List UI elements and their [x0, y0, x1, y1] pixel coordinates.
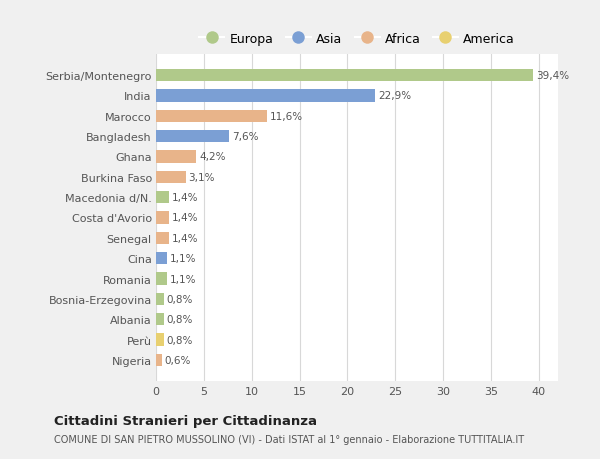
Text: 11,6%: 11,6% — [270, 112, 303, 122]
Bar — [156, 252, 167, 265]
Legend: Europa, Asia, Africa, America: Europa, Asia, Africa, America — [199, 33, 515, 45]
Bar — [156, 212, 169, 224]
Bar — [156, 313, 164, 325]
Bar — [156, 273, 167, 285]
Text: 7,6%: 7,6% — [232, 132, 258, 142]
Bar — [156, 232, 169, 244]
Text: 1,1%: 1,1% — [169, 254, 196, 263]
Text: 0,6%: 0,6% — [164, 355, 191, 365]
Text: 22,9%: 22,9% — [378, 91, 411, 101]
Bar — [156, 111, 267, 123]
Text: 39,4%: 39,4% — [536, 71, 569, 81]
Bar — [156, 192, 169, 204]
Text: 0,8%: 0,8% — [167, 294, 193, 304]
Text: 0,8%: 0,8% — [167, 314, 193, 325]
Bar — [156, 334, 164, 346]
Text: Cittadini Stranieri per Cittadinanza: Cittadini Stranieri per Cittadinanza — [54, 414, 317, 428]
Bar — [156, 70, 533, 82]
Text: 1,1%: 1,1% — [169, 274, 196, 284]
Text: 1,4%: 1,4% — [172, 233, 199, 243]
Text: 4,2%: 4,2% — [199, 152, 226, 162]
Text: COMUNE DI SAN PIETRO MUSSOLINO (VI) - Dati ISTAT al 1° gennaio - Elaborazione TU: COMUNE DI SAN PIETRO MUSSOLINO (VI) - Da… — [54, 434, 524, 443]
Bar — [156, 151, 196, 163]
Text: 1,4%: 1,4% — [172, 213, 199, 223]
Bar — [156, 131, 229, 143]
Text: 0,8%: 0,8% — [167, 335, 193, 345]
Bar — [156, 354, 162, 366]
Bar — [156, 90, 375, 102]
Bar — [156, 171, 185, 184]
Text: 3,1%: 3,1% — [188, 173, 215, 182]
Text: 1,4%: 1,4% — [172, 193, 199, 203]
Bar — [156, 293, 164, 305]
